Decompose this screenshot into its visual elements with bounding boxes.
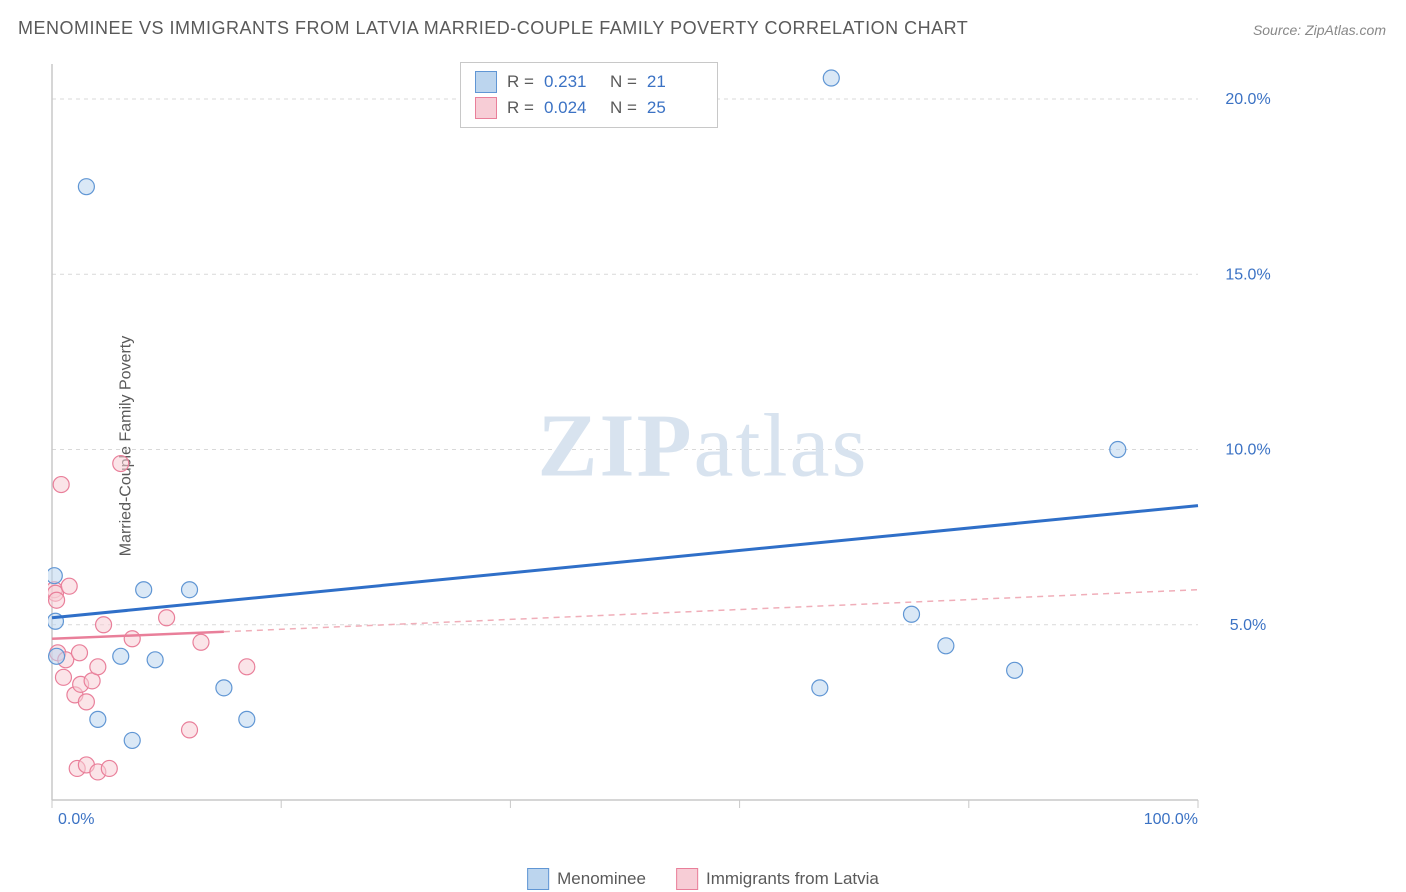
svg-text:15.0%: 15.0% [1225, 266, 1270, 283]
legend-series: Menominee Immigrants from Latvia [527, 868, 879, 890]
svg-text:20.0%: 20.0% [1225, 91, 1270, 108]
correlation-scatter-chart: 5.0% 10.0% 15.0% 20.0% 0.0% 100.0% [48, 60, 1288, 840]
swatch-menominee-icon [475, 71, 497, 93]
svg-text:10.0%: 10.0% [1225, 442, 1270, 459]
n-value-latvia: 25 [647, 98, 703, 118]
legend-stats-row-menominee: R = 0.231 N = 21 [475, 69, 703, 95]
n-label: N = [610, 72, 637, 92]
r-value-latvia: 0.024 [544, 98, 600, 118]
legend-item-menominee: Menominee [527, 868, 646, 890]
svg-text:0.0%: 0.0% [58, 811, 94, 828]
swatch-menominee-icon [527, 868, 549, 890]
chart-title: MENOMINEE VS IMMIGRANTS FROM LATVIA MARR… [18, 18, 968, 39]
svg-text:100.0%: 100.0% [1144, 811, 1198, 828]
r-value-menominee: 0.231 [544, 72, 600, 92]
swatch-latvia-icon [475, 97, 497, 119]
legend-stats-row-latvia: R = 0.024 N = 25 [475, 95, 703, 121]
legend-item-latvia: Immigrants from Latvia [676, 868, 879, 890]
n-label: N = [610, 98, 637, 118]
r-label: R = [507, 72, 534, 92]
legend-label-menominee: Menominee [557, 869, 646, 889]
legend-stats-box: R = 0.231 N = 21 R = 0.024 N = 25 [460, 62, 718, 128]
source-attribution: Source: ZipAtlas.com [1253, 22, 1386, 38]
n-value-menominee: 21 [647, 72, 703, 92]
r-label: R = [507, 98, 534, 118]
swatch-latvia-icon [676, 868, 698, 890]
svg-text:5.0%: 5.0% [1230, 617, 1266, 634]
legend-label-latvia: Immigrants from Latvia [706, 869, 879, 889]
